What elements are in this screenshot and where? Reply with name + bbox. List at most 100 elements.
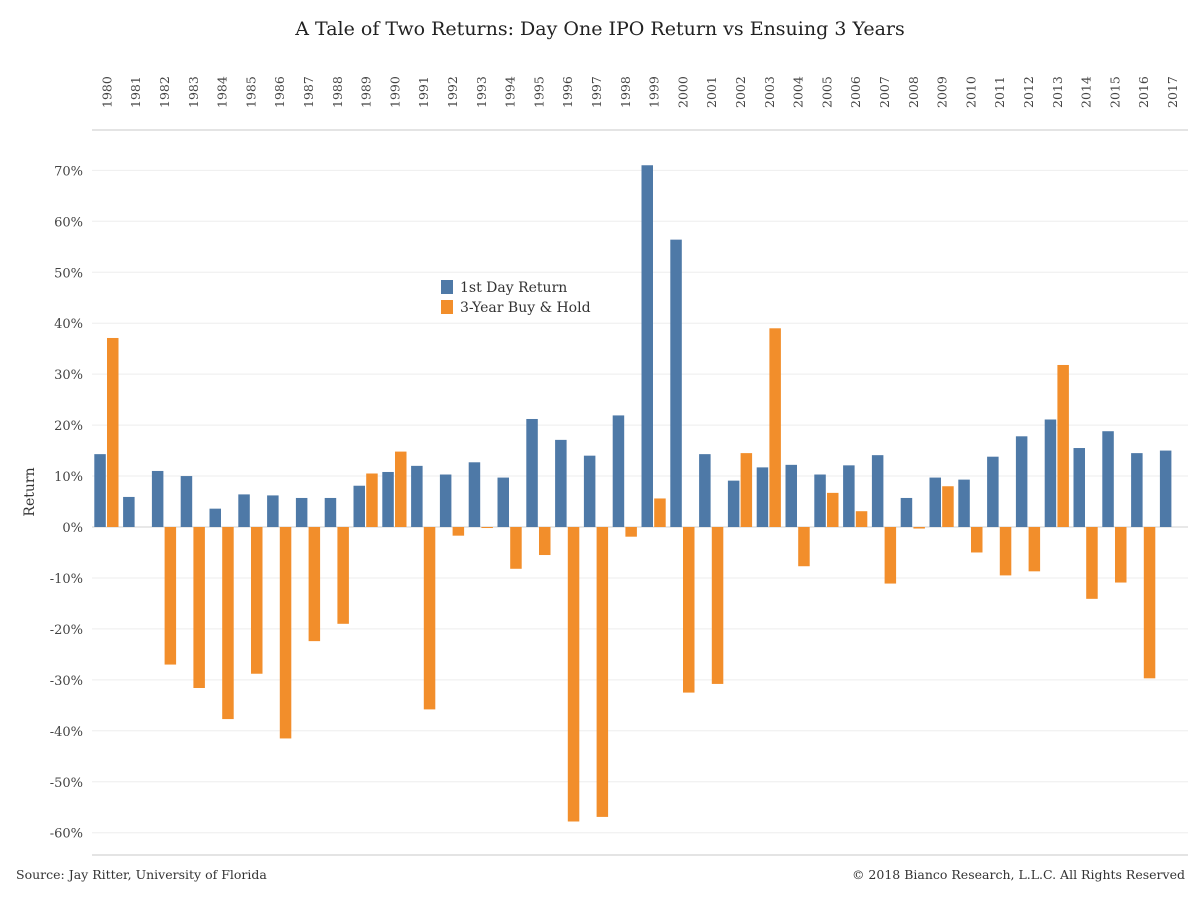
- bar-first-day-return: [958, 479, 970, 527]
- x-tick-label: 1993: [474, 76, 489, 108]
- bar-first-day-return: [123, 496, 135, 527]
- bar-3-year-buy-hold: [596, 527, 609, 817]
- bar-first-day-return: [267, 495, 279, 527]
- x-tick-label: 1990: [387, 76, 402, 108]
- bar-3-year-buy-hold: [481, 527, 493, 529]
- bar-3-year-buy-hold: [971, 527, 983, 553]
- bar-3-year-buy-hold: [1028, 527, 1041, 572]
- bar-3-year-buy-hold: [1143, 527, 1156, 679]
- y-tick-label: 60%: [54, 215, 83, 230]
- bar-first-day-return: [1159, 450, 1172, 527]
- bar-3-year-buy-hold: [279, 527, 292, 739]
- bar-first-day-return: [814, 474, 826, 527]
- bar-first-day-return: [1044, 419, 1057, 527]
- bar-first-day-return: [900, 497, 913, 527]
- x-tick-label: 1986: [272, 76, 287, 108]
- legend-swatch: [441, 280, 453, 294]
- bar-first-day-return: [209, 508, 221, 527]
- x-tick-label: 1983: [186, 76, 201, 108]
- bar-3-year-buy-hold: [683, 527, 695, 693]
- bar-3-year-buy-hold: [193, 527, 205, 689]
- x-tick-label: 2008: [906, 76, 921, 108]
- bar-first-day-return: [94, 454, 106, 527]
- x-tick-label: 1997: [589, 76, 604, 108]
- bar-3-year-buy-hold: [539, 527, 551, 556]
- bar-first-day-return: [756, 467, 769, 527]
- bar-first-day-return: [497, 477, 509, 527]
- bar-3-year-buy-hold: [366, 473, 378, 527]
- bar-3-year-buy-hold: [510, 527, 522, 569]
- bar-first-day-return: [1015, 436, 1028, 527]
- bar-first-day-return: [526, 418, 538, 527]
- x-tick-label: 2010: [963, 76, 978, 108]
- bar-3-year-buy-hold: [884, 527, 897, 584]
- x-tick-label: 1996: [560, 76, 575, 108]
- x-tick-label: 2007: [877, 76, 892, 108]
- y-tick-label: -50%: [50, 776, 83, 791]
- x-tick-label: 1999: [647, 76, 662, 108]
- x-tick-label: 1982: [157, 76, 172, 108]
- bar-first-day-return: [929, 477, 941, 527]
- y-tick-label: 20%: [54, 419, 83, 434]
- bar-first-day-return: [180, 476, 193, 527]
- x-tick-label: 1984: [215, 76, 230, 108]
- x-tick-label: 2009: [935, 76, 950, 108]
- bar-first-day-return: [1131, 453, 1143, 527]
- bar-first-day-return: [353, 485, 365, 527]
- bar-first-day-return: [1073, 448, 1085, 527]
- bar-3-year-buy-hold: [395, 451, 407, 527]
- bar-3-year-buy-hold: [251, 527, 263, 674]
- x-tick-label: 2016: [1136, 76, 1151, 108]
- bar-3-year-buy-hold: [740, 453, 753, 527]
- bar-3-year-buy-hold: [625, 527, 637, 537]
- bar-first-day-return: [151, 470, 164, 527]
- bar-first-day-return: [785, 464, 797, 527]
- bar-3-year-buy-hold: [654, 498, 666, 527]
- bar-3-year-buy-hold: [913, 527, 925, 529]
- chart-title: A Tale of Two Returns: Day One IPO Retur…: [295, 18, 905, 40]
- bar-first-day-return: [295, 497, 308, 527]
- copyright-note: © 2018 Bianco Research, L.L.C. All Right…: [851, 867, 1185, 882]
- bar-first-day-return: [1102, 431, 1114, 527]
- bar-first-day-return: [382, 471, 394, 527]
- bar-3-year-buy-hold: [827, 492, 839, 527]
- bar-first-day-return: [411, 465, 423, 527]
- bar-first-day-return: [987, 456, 999, 527]
- y-tick-label: 50%: [54, 266, 83, 281]
- bar-3-year-buy-hold: [337, 527, 349, 624]
- y-tick-label: -40%: [50, 725, 83, 740]
- x-tick-label: 1998: [618, 76, 633, 108]
- bar-3-year-buy-hold: [855, 511, 868, 527]
- x-tick-label: 2017: [1165, 76, 1180, 108]
- x-tick-label: 1992: [445, 76, 460, 108]
- y-tick-label: 0%: [62, 521, 83, 536]
- x-tick-label: 1994: [503, 76, 518, 108]
- bar-first-day-return: [583, 455, 596, 527]
- legend-label: 3-Year Buy & Hold: [460, 300, 591, 316]
- bar-first-day-return: [612, 415, 625, 527]
- bar-first-day-return: [238, 494, 250, 527]
- y-tick-label: -10%: [50, 572, 83, 587]
- bar-3-year-buy-hold: [308, 527, 321, 642]
- x-tick-label: 2003: [762, 76, 777, 108]
- bar-first-day-return: [670, 239, 682, 527]
- bar-first-day-return: [468, 462, 481, 527]
- x-tick-label: 1985: [243, 76, 258, 108]
- bar-first-day-return: [324, 497, 337, 527]
- bar-3-year-buy-hold: [222, 527, 234, 720]
- bar-3-year-buy-hold: [942, 486, 954, 527]
- bar-3-year-buy-hold: [423, 527, 436, 710]
- bars: [94, 165, 1172, 822]
- y-tick-label: -60%: [50, 827, 83, 842]
- bar-3-year-buy-hold: [769, 328, 781, 527]
- x-tick-label: 2005: [819, 76, 834, 108]
- bar-3-year-buy-hold: [798, 527, 810, 567]
- bar-3-year-buy-hold: [1115, 527, 1127, 583]
- y-tick-label: 30%: [54, 368, 83, 383]
- x-tick-label: 1981: [128, 76, 143, 108]
- source-note: Source: Jay Ritter, University of Florid…: [16, 867, 267, 882]
- gridlines: [92, 169, 1188, 834]
- bar-3-year-buy-hold: [999, 527, 1012, 576]
- bar-first-day-return: [727, 480, 740, 527]
